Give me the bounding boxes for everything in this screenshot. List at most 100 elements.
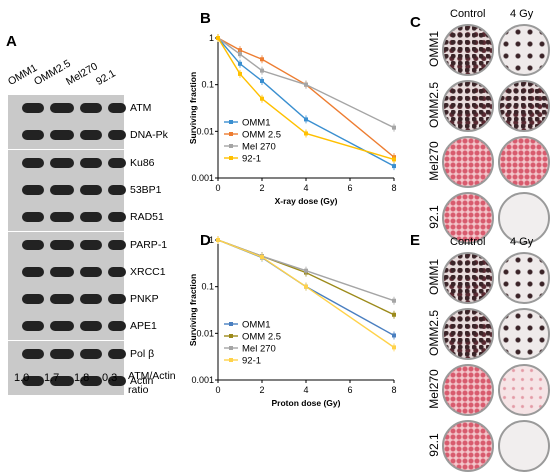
- blot-band: [50, 184, 74, 195]
- protein-label: APE1: [130, 320, 157, 333]
- y-tick-label: 0.01: [196, 328, 214, 338]
- panel-d-letter: D: [200, 232, 211, 249]
- blot-band: [108, 348, 126, 359]
- irradiated-plate: [498, 24, 550, 76]
- irradiated-plate: [498, 420, 550, 472]
- blot-band: [80, 239, 102, 250]
- irradiated-plate: [498, 252, 550, 304]
- dose-header: 4 Gy: [510, 8, 534, 20]
- blot-band: [50, 130, 74, 141]
- blot-band: [80, 294, 102, 305]
- ratio-label: ratio: [128, 384, 149, 396]
- x-tick-label: 8: [391, 183, 396, 193]
- blot-band: [22, 376, 44, 386]
- protein-label: Actin: [130, 375, 154, 387]
- plate-row-label: OMM1: [427, 259, 441, 295]
- legend-label: OMM1: [242, 118, 271, 129]
- x-tick-label: 0: [215, 385, 220, 395]
- blot-band: [108, 294, 126, 305]
- control-plate: [442, 420, 494, 472]
- blot-band: [80, 376, 102, 386]
- x-tick-label: 4: [303, 385, 308, 395]
- legend-marker: [229, 120, 233, 124]
- blot-band: [108, 157, 126, 168]
- y-tick-label: 0.1: [201, 282, 214, 292]
- protein-label: PNKP: [130, 293, 159, 306]
- blot-band: [50, 103, 74, 113]
- blot-band: [50, 321, 74, 332]
- control-plate: [442, 192, 494, 244]
- plate-row-label: 92.1: [427, 205, 441, 229]
- blot-band: [108, 184, 126, 195]
- ratio-value: 1.7: [44, 372, 60, 384]
- blot-row: [8, 313, 126, 342]
- blot-row: [8, 122, 126, 151]
- legend-marker: [229, 334, 233, 338]
- blot-band: [50, 212, 74, 223]
- blot-row: [8, 176, 126, 205]
- control-plate: [442, 308, 494, 360]
- blot-band: [80, 212, 102, 223]
- control-plate: [442, 364, 494, 416]
- blot-band: [50, 348, 74, 359]
- legend-label: OMM1: [242, 320, 271, 331]
- plate-row-label: 92.1: [427, 433, 441, 457]
- y-tick-label: 0.01: [196, 126, 214, 136]
- series-line: [217, 239, 395, 348]
- legend-marker: [229, 144, 233, 148]
- blot-band: [80, 130, 102, 141]
- irradiated-plate: [498, 80, 550, 132]
- blot-row: [8, 95, 126, 123]
- blot-band: [50, 376, 74, 386]
- blot-band: [22, 184, 44, 195]
- blot-row: [8, 258, 126, 287]
- ratio-value: 0.3: [102, 372, 118, 384]
- dose-header: 4 Gy: [510, 236, 534, 248]
- control-header: Control: [450, 236, 486, 248]
- blot-band: [80, 348, 102, 359]
- proton-survival-chart: 0.001 0.01 0.1 1 0 2 4 6 8 Proton dose (Gy) Surviv…: [188, 235, 397, 408]
- panel-c-letter: C: [410, 14, 421, 31]
- legend-label: OMM 2.5: [242, 332, 281, 343]
- irradiated-plate: [498, 364, 550, 416]
- legend-marker: [229, 322, 233, 326]
- y-axis-label: Surviving fraction: [188, 72, 198, 144]
- panel-a-letter: A: [6, 33, 17, 50]
- blot-band: [22, 130, 44, 141]
- blot-band: [50, 157, 74, 168]
- blot-band: [108, 130, 126, 141]
- legend-marker: [229, 156, 233, 160]
- blot-row: [8, 286, 126, 315]
- x-axis-label: Proton dose (Gy): [272, 398, 341, 408]
- protein-label: XRCC1: [130, 265, 166, 278]
- ratio-label: ATM/Actin: [128, 370, 176, 382]
- irradiated-plate: [498, 308, 550, 360]
- plate-row-label: Mel270: [427, 369, 441, 409]
- protein-label: DNA-Pk: [130, 129, 168, 142]
- protein-label: PARP-1: [130, 238, 168, 251]
- blot-band: [22, 103, 44, 113]
- x-tick-label: 0: [215, 183, 220, 193]
- blot-band: [22, 212, 44, 223]
- control-header: Control: [450, 8, 486, 20]
- blot-row: [8, 149, 126, 178]
- plate-row-label: OMM2.5: [427, 82, 441, 129]
- legend-label: Mel 270: [242, 142, 276, 153]
- y-tick-label: 0.1: [201, 80, 214, 90]
- blot-band: [108, 212, 126, 223]
- x-tick-label: 4: [303, 183, 308, 193]
- blot-band: [108, 266, 126, 277]
- legend-marker: [229, 132, 233, 136]
- protein-label: Pol β: [130, 347, 155, 360]
- plate-row-label: Mel270: [427, 141, 441, 181]
- blot-band: [108, 239, 126, 250]
- ratio-value: 1.0: [14, 372, 30, 384]
- y-tick-label: 0.001: [191, 173, 214, 183]
- protein-label: ATM: [130, 102, 152, 114]
- x-tick-label: 6: [347, 183, 352, 193]
- blot-row: [8, 340, 126, 369]
- y-tick-label: 0.001: [191, 375, 214, 385]
- blot-band: [22, 266, 44, 277]
- legend-marker: [229, 358, 233, 362]
- panel-e-letter: E: [410, 232, 421, 249]
